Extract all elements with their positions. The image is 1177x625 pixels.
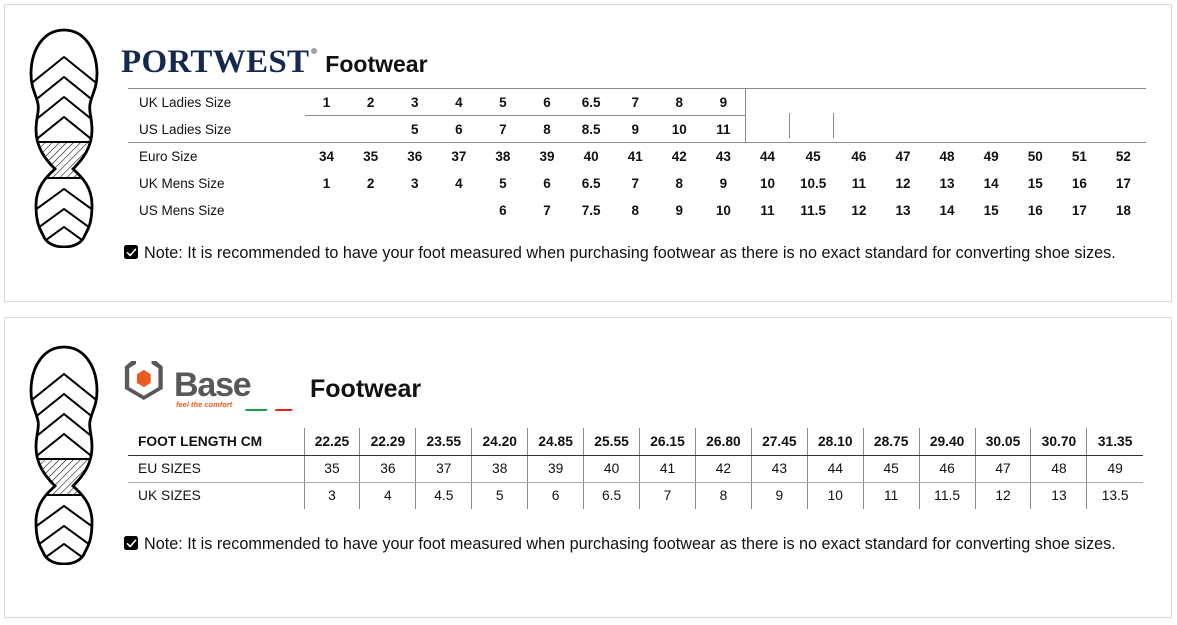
svg-text:feel the comfort: feel the comfort xyxy=(176,400,233,409)
svg-text:Base: Base xyxy=(174,366,251,404)
